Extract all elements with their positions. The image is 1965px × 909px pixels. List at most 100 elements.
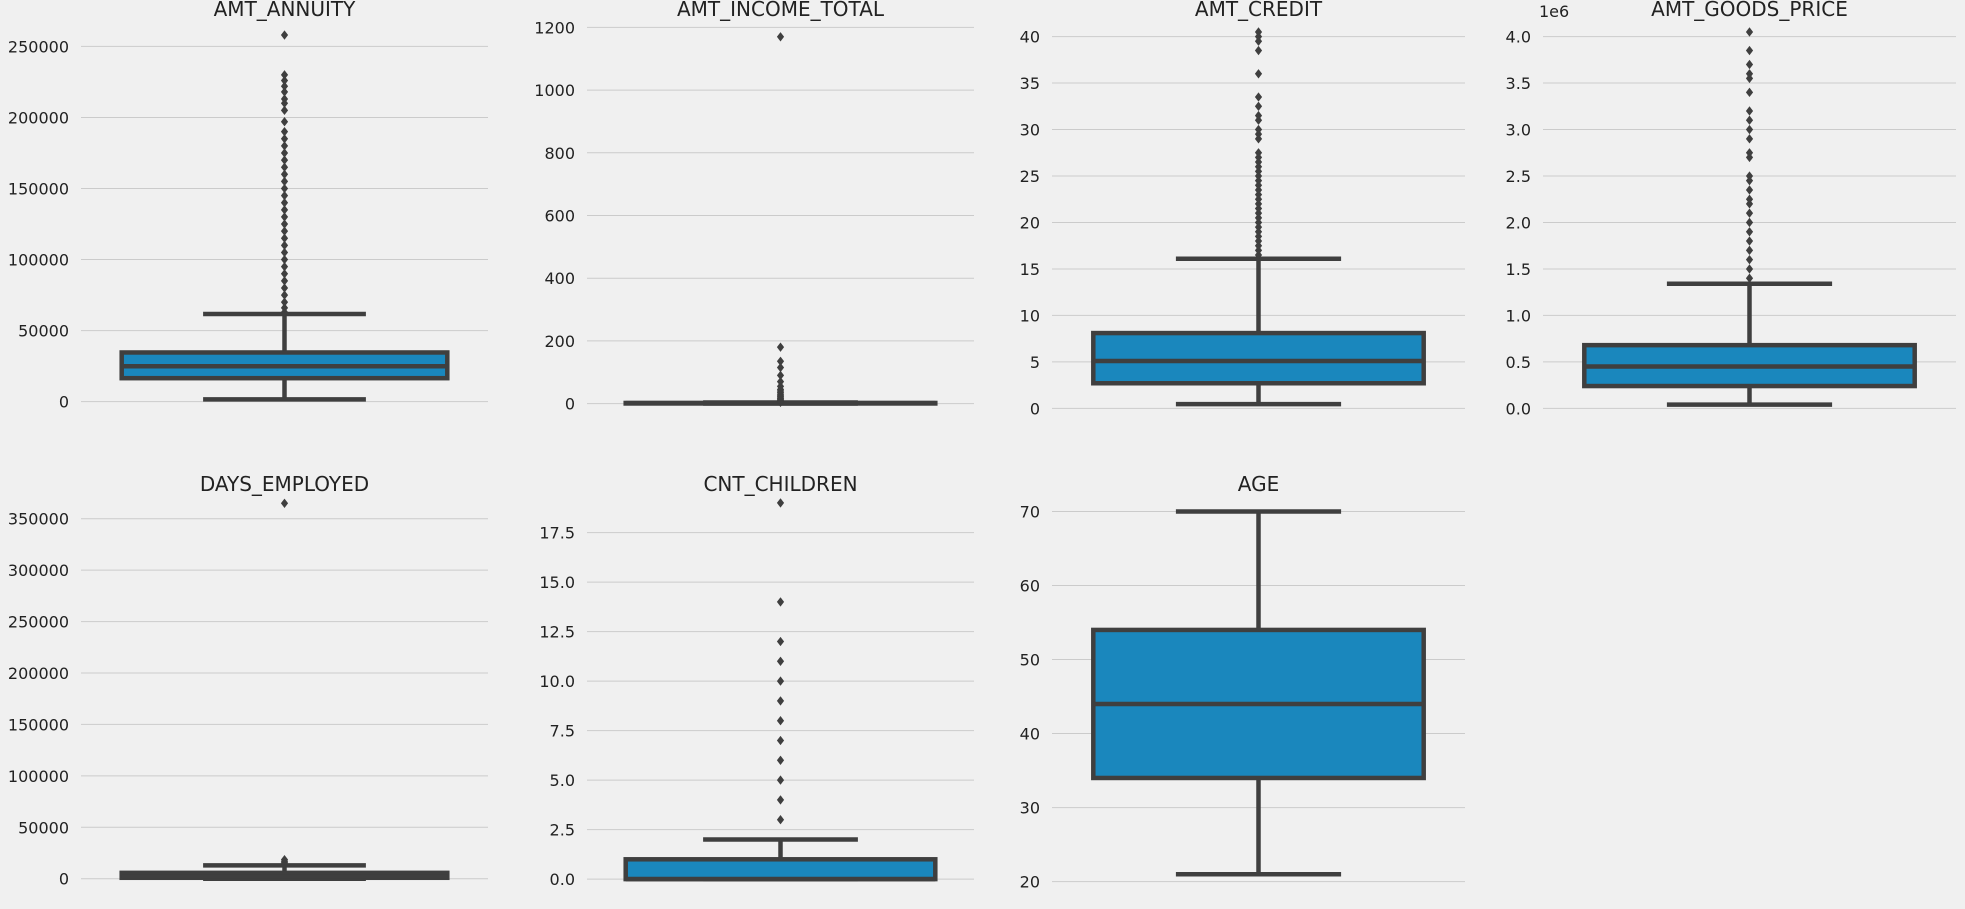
outlier-point — [776, 342, 785, 352]
panel-amt-annuity: 0 50000 100000 150000 200000 250000 AMT_ANNUIT… — [8, 0, 488, 412]
outlier-point — [1745, 115, 1754, 125]
outlier-point — [1745, 27, 1754, 37]
y-tick-label: 30 — [1020, 799, 1040, 818]
outlier-point — [1745, 208, 1754, 218]
outlier-point — [280, 198, 289, 208]
outlier-point — [1745, 227, 1754, 237]
y-tick-label: 2.5 — [1506, 167, 1531, 186]
outlier-point — [1254, 110, 1263, 121]
y-tick-label: 50000 — [18, 322, 69, 341]
outlier-point — [1745, 171, 1754, 181]
outlier-point — [280, 276, 289, 286]
y-tick-label: 1200 — [534, 18, 575, 37]
y-tick-label: 150000 — [8, 715, 69, 734]
outlier-point — [280, 148, 289, 158]
y-tick-label: 350000 — [8, 510, 69, 529]
outlier-point — [1745, 148, 1754, 158]
outlier-point — [776, 362, 785, 373]
outlier-point — [280, 75, 289, 86]
panel-cnt-children: 0.0 2.5 5.0 7.5 10.0 12.5 15.0 17.5 CNT_CHILDREN — [539, 472, 974, 889]
panel-amt-income-total: 0 200 400 600 800 1000 1200 AMT_INCOME_TOTAL — [534, 0, 974, 414]
outlier-point — [280, 81, 289, 91]
panel-title: CNT_CHILDREN — [703, 472, 857, 496]
outlier-point — [776, 656, 785, 666]
outlier-point — [1745, 185, 1754, 195]
y-tick-label: 50 — [1020, 651, 1040, 670]
outlier-point — [1745, 254, 1754, 265]
outlier-point — [1254, 148, 1263, 158]
y-tick-label: 7.5 — [550, 722, 575, 741]
outlier-point — [280, 269, 289, 279]
y-tick-label: 15.0 — [539, 573, 575, 592]
y-tick-label: 60 — [1020, 577, 1040, 596]
y-tick-label: 10.0 — [539, 672, 575, 691]
iqr-box — [623, 857, 938, 882]
outlier-point — [1254, 27, 1263, 37]
panel-age: 20 30 40 50 60 70 AGE — [1020, 472, 1465, 892]
outlier-point — [280, 205, 289, 215]
outlier-point — [280, 261, 289, 272]
y-tick-label: 100000 — [8, 251, 69, 270]
outlier-point — [280, 70, 289, 80]
outlier-point — [280, 254, 289, 265]
outlier-point — [280, 155, 289, 165]
panel-title: AMT_INCOME_TOTAL — [677, 0, 885, 21]
outlier-point — [776, 376, 785, 387]
y-tick-label: 200000 — [8, 108, 69, 127]
y-tick-label: 1.5 — [1506, 260, 1531, 279]
y-tick-label: 3.5 — [1506, 74, 1531, 93]
y-tick-label: 0.0 — [550, 870, 575, 889]
outlier-point — [280, 162, 289, 172]
outlier-point — [1745, 45, 1754, 56]
outlier-point — [776, 597, 785, 607]
outlier-point — [280, 303, 289, 313]
outlier-point — [280, 176, 289, 187]
y-tick-label: 800 — [544, 144, 575, 163]
panel-title: AMT_GOODS_PRICE — [1651, 0, 1848, 21]
outlier-point — [776, 696, 785, 706]
iqr-box — [1091, 330, 1426, 386]
y-tick-label: 70 — [1020, 503, 1040, 522]
y-tick-label: 50000 — [18, 818, 69, 837]
outlier-point — [280, 94, 289, 104]
outlier-point — [280, 183, 289, 194]
outlier-point — [1254, 124, 1263, 135]
y-tick-label: 250000 — [8, 37, 69, 56]
outlier-point — [280, 290, 289, 300]
y-tick-label: 40 — [1020, 28, 1040, 47]
outlier-point — [280, 126, 289, 137]
y-tick-label: 40 — [1020, 725, 1040, 744]
y-tick-label: 20 — [1020, 213, 1040, 232]
outlier-point — [776, 498, 785, 508]
outlier-point — [776, 381, 785, 392]
y-tick-label: 10 — [1020, 306, 1040, 325]
outlier-point — [1745, 87, 1754, 98]
y-tick-label: 2.0 — [1506, 213, 1531, 232]
y-tick-label: 30 — [1020, 121, 1040, 140]
outlier-point — [280, 219, 289, 229]
outlier-point — [280, 87, 289, 97]
panel-title: AMT_CREDIT — [1195, 0, 1323, 21]
outlier-point — [1745, 134, 1754, 144]
outlier-point — [1254, 101, 1263, 111]
outlier-point — [1745, 194, 1754, 204]
y-tick-label: 25 — [1020, 167, 1040, 186]
outlier-point — [280, 247, 289, 258]
outlier-point — [1254, 92, 1263, 102]
y-tick-label: 35 — [1020, 74, 1040, 93]
outlier-point — [1745, 245, 1754, 256]
outlier-point — [1745, 236, 1754, 246]
y-tick-label: 200000 — [8, 664, 69, 683]
outlier-point — [280, 30, 289, 40]
y-tick-label: 2.5 — [550, 821, 575, 840]
y-tick-label: 3.0 — [1506, 121, 1531, 140]
outlier-point — [280, 105, 289, 116]
outlier-point — [776, 676, 785, 686]
panel-title: DAYS_EMPLOYED — [200, 472, 369, 496]
outlier-point — [1745, 273, 1754, 283]
y-tick-label: 1.0 — [1506, 306, 1531, 325]
y-tick-label: 0 — [59, 870, 69, 889]
panel-title: AGE — [1238, 472, 1279, 496]
